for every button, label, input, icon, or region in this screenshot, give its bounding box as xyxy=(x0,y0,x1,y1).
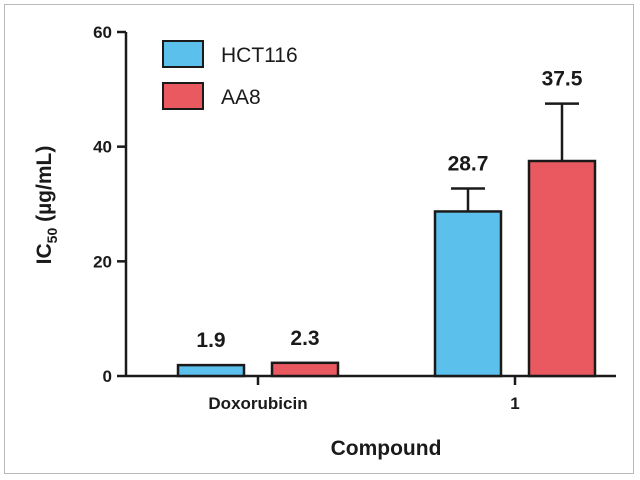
data-label: 37.5 xyxy=(542,68,583,91)
bar-chart: 0 20 40 60 Doxorubicin 1 1.9 28.7 2.3 37.5 HCT11… xyxy=(33,23,616,460)
y-tick-label: 20 xyxy=(93,252,112,271)
bar-aa8-1 xyxy=(527,159,597,378)
legend-label-aa8: AA8 xyxy=(221,86,261,109)
legend-swatch-hct116 xyxy=(162,40,204,68)
x-tick-label: 1 xyxy=(510,394,519,413)
legend-label-hct116: HCT116 xyxy=(221,44,298,67)
y-tick-label: 40 xyxy=(93,138,112,157)
data-label: 28.7 xyxy=(448,153,489,176)
data-label: 2.3 xyxy=(290,327,319,350)
y-tick-label: 60 xyxy=(93,23,112,42)
legend-swatch-aa8 xyxy=(162,82,204,110)
bar-hct116-doxorubicin xyxy=(176,363,246,378)
bar-aa8-doxorubicin xyxy=(270,361,340,378)
figure-frame: 0 20 40 60 Doxorubicin 1 1.9 28.7 2.3 37.5 HCT11… xyxy=(4,4,634,474)
legend: HCT116 AA8 xyxy=(162,40,298,110)
data-labels: 1.9 28.7 2.3 37.5 xyxy=(196,68,582,352)
y-tick-label: 0 xyxy=(103,367,112,386)
data-label: 1.9 xyxy=(196,329,225,352)
bars xyxy=(176,102,597,378)
x-tick-label: Doxorubicin xyxy=(208,394,307,413)
bar-hct116-1 xyxy=(433,210,503,378)
y-axis-title: IC50 (µg/mL) xyxy=(33,146,60,265)
x-axis-title: Compound xyxy=(331,437,442,460)
